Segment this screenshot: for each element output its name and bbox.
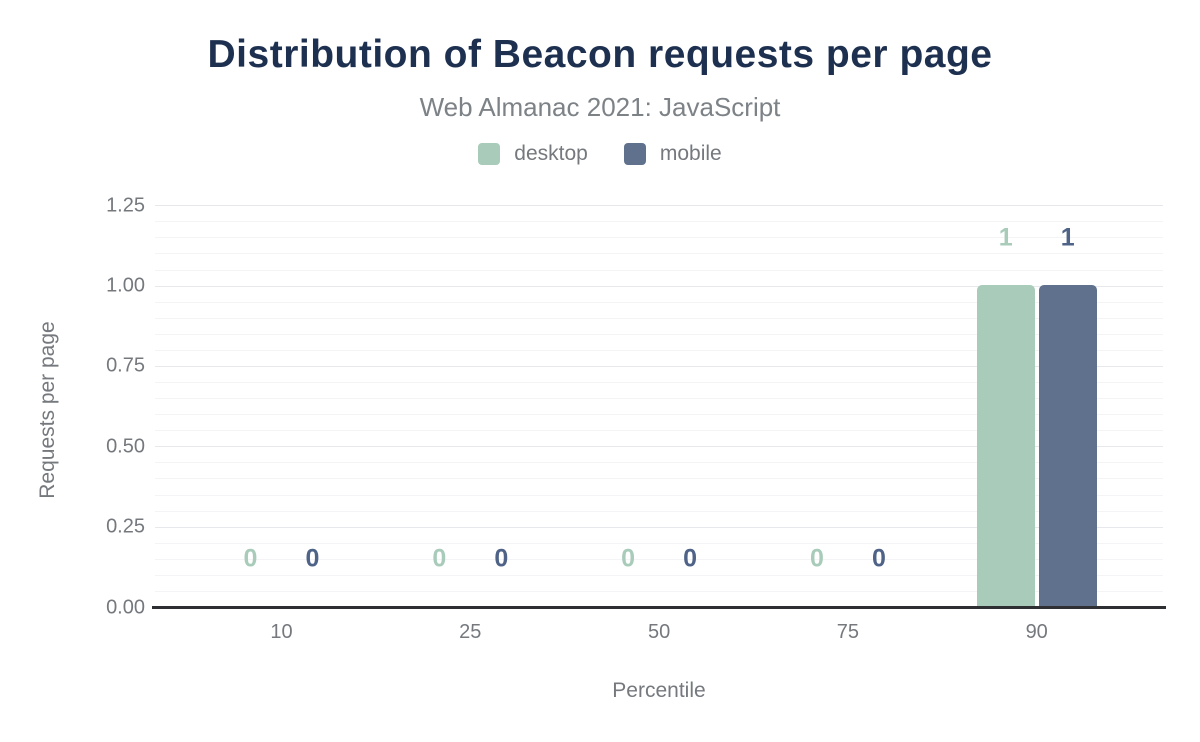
legend-swatch-desktop [478, 143, 501, 165]
minor-gridline [155, 591, 1163, 592]
minor-gridline [155, 495, 1163, 496]
minor-gridline [155, 575, 1163, 576]
value-label-desktop-p25: 0 [432, 544, 447, 573]
x-tick-label-25: 25 [459, 621, 482, 643]
legend-item-desktop: desktop [478, 142, 588, 166]
major-gridline [155, 446, 1163, 447]
value-label-desktop-p90: 1 [998, 223, 1013, 252]
major-gridline [155, 527, 1163, 528]
minor-gridline [155, 414, 1163, 415]
y-tick-label-0.25: 0.25 [106, 515, 145, 538]
y-tick-label-0.50: 0.50 [106, 435, 145, 458]
minor-gridline [155, 221, 1163, 222]
minor-gridline [155, 382, 1163, 383]
legend-label-mobile: mobile [659, 142, 722, 165]
value-label-mobile-p25: 0 [494, 544, 509, 573]
minor-gridline [155, 462, 1163, 463]
value-label-desktop-p50: 0 [621, 544, 636, 573]
value-label-mobile-p10: 0 [305, 544, 320, 573]
legend: desktop mobile [0, 141, 1200, 167]
minor-gridline [155, 350, 1163, 351]
y-tick-label-0.75: 0.75 [106, 354, 145, 377]
major-gridline [155, 366, 1163, 367]
bar-mobile-p90[interactable] [1038, 284, 1097, 606]
minor-gridline [155, 543, 1163, 544]
minor-gridline [155, 302, 1163, 303]
major-gridline [155, 205, 1163, 206]
value-label-mobile-p75: 0 [871, 544, 886, 573]
legend-swatch-mobile [623, 143, 646, 165]
minor-gridline [155, 318, 1163, 319]
minor-gridline [155, 478, 1163, 479]
minor-gridline [155, 430, 1163, 431]
minor-gridline [155, 511, 1163, 512]
legend-label-desktop: desktop [514, 142, 588, 165]
minor-gridline [155, 334, 1163, 335]
major-gridline [155, 286, 1163, 287]
x-tick-label-50: 50 [647, 621, 671, 643]
y-tick-label-1.00: 1.00 [106, 274, 145, 297]
x-tick-label-75: 75 [836, 621, 860, 643]
x-axis-line [152, 606, 1166, 609]
chart-subtitle: Web Almanac 2021: JavaScript [419, 92, 781, 122]
minor-gridline [155, 270, 1163, 271]
minor-gridline [155, 237, 1163, 238]
y-axis-title: Requests per page [36, 321, 59, 499]
x-tick-label-10: 10 [270, 621, 293, 643]
value-label-mobile-p90: 1 [1060, 223, 1075, 252]
minor-gridline [155, 398, 1163, 399]
y-tick-label-0.00: 0.00 [106, 596, 145, 618]
value-label-mobile-p50: 0 [683, 544, 698, 573]
value-label-desktop-p10: 0 [243, 544, 258, 573]
chart-title: Distribution of Beacon requests per page [207, 33, 993, 76]
minor-gridline [155, 559, 1163, 560]
y-tick-label-1.25: 1.25 [106, 194, 145, 217]
value-label-desktop-p75: 0 [809, 544, 824, 573]
legend-item-mobile: mobile [623, 142, 722, 166]
x-axis-title: Percentile [612, 679, 706, 702]
minor-gridline [155, 253, 1163, 254]
x-tick-label-90: 90 [1025, 621, 1048, 643]
bar-desktop-p90[interactable] [976, 284, 1035, 606]
